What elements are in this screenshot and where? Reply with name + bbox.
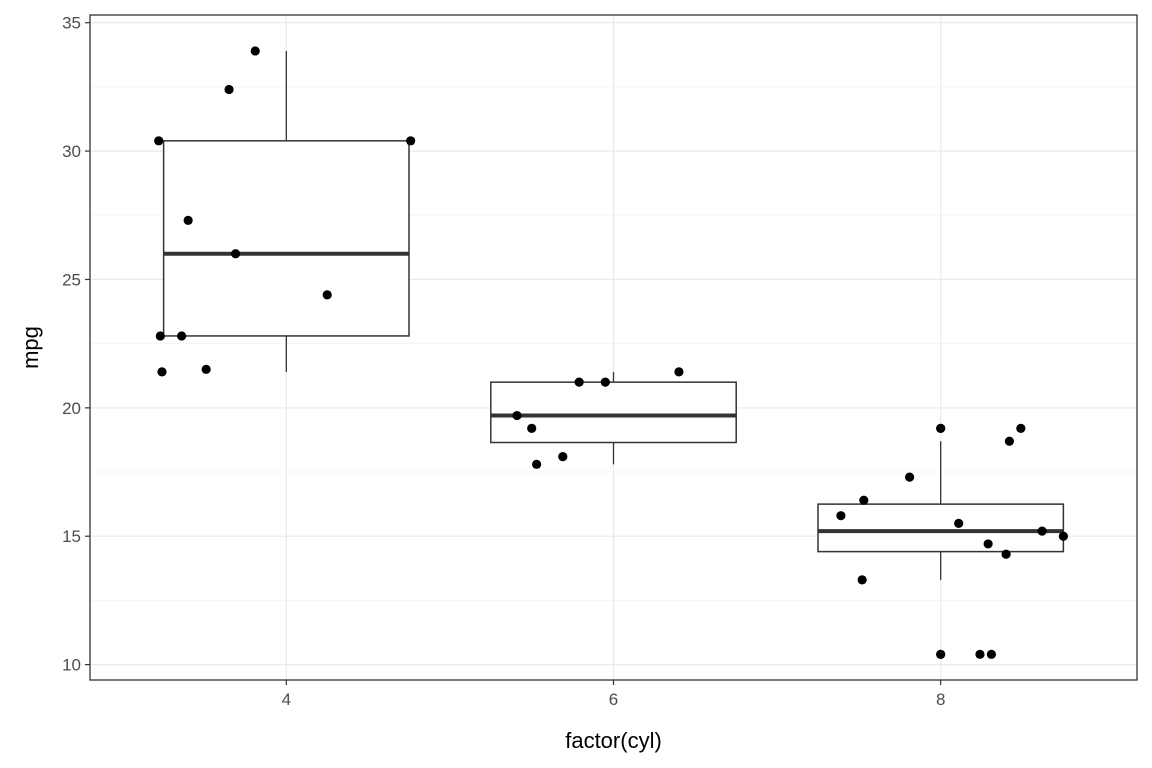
box-iqr: [817, 503, 1065, 553]
data-point: [936, 649, 946, 659]
data-point: [250, 46, 260, 56]
y-tick-label: 10: [62, 656, 81, 675]
data-point: [406, 136, 416, 146]
data-point: [224, 84, 234, 95]
data-point: [983, 539, 993, 549]
data-point: [1058, 531, 1068, 541]
data-point: [600, 377, 610, 387]
data-point: [1004, 436, 1014, 446]
data-point: [527, 423, 537, 433]
data-point: [1016, 423, 1026, 433]
data-point: [322, 290, 332, 300]
data-point: [183, 215, 193, 226]
y-tick-label: 30: [62, 142, 81, 161]
data-point: [512, 410, 522, 421]
data-point: [1037, 526, 1047, 536]
y-tick-label: 35: [62, 14, 81, 33]
data-point: [558, 452, 568, 462]
x-axis-title: factor(cyl): [565, 728, 662, 753]
y-tick-label: 15: [62, 527, 81, 546]
box-iqr: [490, 381, 737, 444]
data-point: [674, 367, 684, 377]
box-iqr: [162, 140, 410, 337]
major-gridlines: [90, 15, 1137, 680]
x-axis: 4 6 8: [282, 680, 945, 709]
data-point: [154, 136, 164, 146]
data-point: [954, 518, 964, 528]
y-tick-label: 20: [62, 399, 81, 418]
y-tick-label: 25: [62, 270, 81, 289]
x-tick-label: 8: [936, 690, 945, 709]
data-point: [836, 511, 846, 521]
data-point: [155, 331, 165, 341]
x-tick-label: 6: [609, 690, 618, 709]
data-point: [532, 459, 542, 469]
data-point: [857, 575, 867, 585]
data-point: [201, 364, 211, 374]
data-point: [975, 649, 985, 659]
y-axis-title: mpg: [18, 326, 43, 369]
data-point: [986, 649, 997, 659]
x-tick-label: 4: [282, 690, 291, 709]
data-point: [177, 331, 187, 341]
boxplot-boxes: [162, 50, 1065, 659]
data-point: [157, 367, 167, 377]
data-point: [936, 423, 946, 433]
data-point: [859, 495, 869, 505]
y-axis: 10 15 20 25 30 35: [62, 14, 90, 675]
jitter-points: [154, 46, 1068, 659]
data-point: [574, 377, 584, 387]
data-point: [1001, 549, 1011, 559]
data-point: [905, 472, 915, 482]
data-point: [230, 249, 241, 259]
